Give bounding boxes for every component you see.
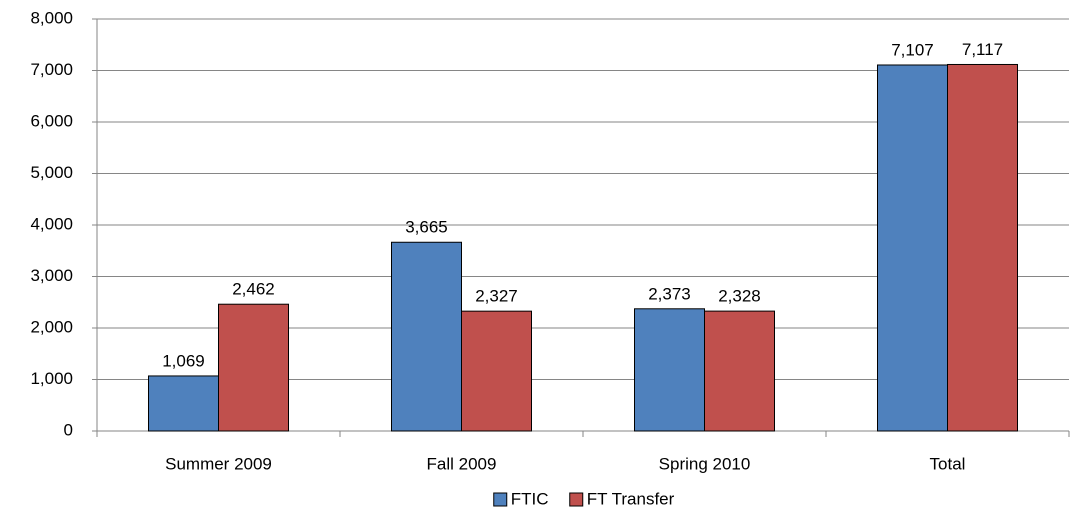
bar [218, 303, 289, 432]
bar [148, 375, 219, 432]
legend-swatch [493, 492, 508, 507]
x-tick-label: Spring 2010 [659, 454, 751, 473]
y-tick-label: 2,000 [30, 317, 73, 336]
y-tick-label: 4,000 [30, 214, 73, 233]
x-tick-label: Fall 2009 [427, 454, 497, 473]
data-label: 2,328 [718, 287, 761, 306]
y-tick-label: 8,000 [30, 8, 73, 27]
y-tick-label: 3,000 [30, 266, 73, 285]
x-tick-label: Summer 2009 [165, 454, 272, 473]
bar [461, 310, 532, 432]
data-label: 2,327 [475, 287, 518, 306]
data-label: 1,069 [162, 351, 205, 370]
data-label: 2,462 [232, 280, 275, 299]
y-tick-label: 6,000 [30, 111, 73, 130]
legend-swatch [569, 492, 584, 507]
bar [704, 310, 775, 432]
y-tick-label: 5,000 [30, 163, 73, 182]
data-label: 2,373 [648, 284, 691, 303]
legend-label: FT Transfer [587, 489, 675, 508]
data-label: 7,117 [962, 40, 1003, 59]
bar [877, 64, 948, 432]
data-label: 7,107 [891, 40, 934, 59]
y-tick-label: 1,000 [30, 369, 73, 388]
x-tick-label: Total [930, 454, 966, 473]
bar [947, 63, 1018, 432]
bar [634, 308, 705, 432]
bar [391, 241, 462, 432]
y-tick-label: 7,000 [30, 60, 73, 79]
y-tick-label: 0 [64, 420, 73, 439]
legend-label: FTIC [511, 489, 549, 508]
data-label: 3,665 [405, 218, 448, 237]
